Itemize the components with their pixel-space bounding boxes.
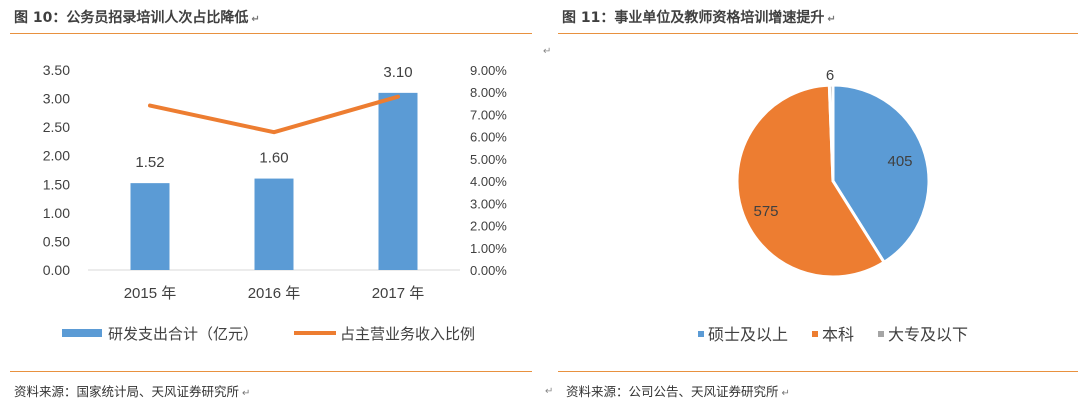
pie-slice: [735, 83, 886, 279]
y2-axis-tick-label: 1.00%: [470, 241, 507, 256]
y-axis-tick-label: 2.00: [43, 148, 70, 164]
right-title-rule: [558, 33, 1078, 34]
bar-data-label: 1.60: [259, 150, 288, 167]
legend-swatch: [812, 331, 818, 337]
paragraph-mark-icon: ↵: [545, 386, 554, 397]
legend-label: 大专及以下: [888, 326, 968, 344]
y2-axis-tick-label: 6.00%: [470, 130, 507, 145]
y2-axis-tick-label: 8.00%: [470, 85, 507, 100]
left-chart-title: 图 10：公务员招录培训人次占比降低 ↵: [14, 4, 260, 32]
paragraph-mark-icon: ↵: [251, 14, 260, 25]
legend-label-bar: 研发支出合计（亿元）: [108, 326, 258, 343]
left-source-text: 资料来源：国家统计局、天风证券研究所: [14, 384, 240, 399]
right-chart-title-text: 图 11：事业单位及教师资格培训增速提升: [562, 10, 825, 26]
bar-chart-plot: 0.00 0.50 1.00 1.50 2.00 2.50 3.00 3.50 0.00% 1.0…: [43, 62, 508, 343]
legend-label-line: 占主营业务收入比例: [340, 326, 475, 343]
right-source-rule: [558, 371, 1078, 372]
x-axis-tick-label: 2015 年: [124, 285, 177, 302]
y-axis-tick-label: 3.00: [43, 91, 70, 107]
y2-axis-tick-label: 7.00%: [470, 107, 507, 122]
pie-data-label: 575: [753, 203, 778, 220]
pie-data-label: 405: [887, 153, 912, 170]
y-axis-tick-label: 1.00: [43, 205, 70, 221]
bar-data-label: 3.10: [383, 64, 412, 81]
y-axis-tick-label: 3.50: [43, 62, 70, 78]
paragraph-mark-icon: ↵: [242, 388, 251, 399]
right-source-text: 资料来源：公司公告、天风证券研究所: [566, 384, 779, 399]
paragraph-mark-icon: ↵: [827, 14, 836, 25]
paragraph-mark-icon: ↵: [781, 388, 790, 399]
line-series: [148, 94, 400, 135]
pie-data-label: 6: [826, 67, 834, 84]
legend-label: 硕士及以上: [708, 326, 788, 344]
y-axis-tick-label: 2.50: [43, 119, 70, 135]
y-axis-tick-label: 0.00: [43, 262, 70, 278]
y-axis-tick-label: 0.50: [43, 233, 70, 249]
pie-chart-plot: 405 575 6 硕士及以上 本科 大专及以下: [698, 67, 968, 344]
legend-swatch: [878, 331, 884, 337]
bar-line-chart: 0.00 0.50 1.00 1.50 2.00 2.50 3.00 3.50 0.00% 1.0…: [43, 62, 508, 343]
paragraph-mark-icon: ↵: [543, 46, 552, 57]
y-axis-tick-label: 1.50: [43, 176, 70, 192]
x-axis-tick-label: 2017 年: [372, 285, 425, 302]
bar-data-label: 1.52: [135, 154, 164, 171]
y2-axis-tick-label: 5.00%: [470, 152, 507, 167]
right-chart-title: 图 11：事业单位及教师资格培训增速提升 ↵: [562, 4, 836, 32]
legend-swatch-bar: [62, 329, 102, 337]
y2-axis-tick-label: 2.00%: [470, 219, 507, 234]
left-source: 资料来源：国家统计局、天风证券研究所 ↵: [14, 381, 250, 400]
y2-axis-tick-label: 0.00%: [470, 263, 507, 278]
pie-slice: [827, 83, 835, 183]
y2-axis-tick-label: 4.00%: [470, 174, 507, 189]
right-source: 资料来源：公司公告、天风证券研究所 ↵: [566, 381, 790, 400]
x-axis-tick-label: 2016 年: [248, 285, 301, 302]
bar: [254, 178, 294, 270]
left-title-rule: [10, 33, 532, 34]
bar: [130, 183, 170, 270]
legend-label: 本科: [822, 326, 854, 344]
bar: [378, 92, 418, 270]
y2-axis-tick-label: 3.00%: [470, 196, 507, 211]
left-source-rule: [10, 371, 532, 372]
pie-chart: 405 575 6 硕士及以上 本科 大专及以下: [698, 67, 968, 344]
left-chart-title-text: 图 10：公务员招录培训人次占比降低: [14, 10, 249, 26]
legend-swatch: [698, 331, 704, 337]
y2-axis-tick-label: 9.00%: [470, 63, 507, 78]
